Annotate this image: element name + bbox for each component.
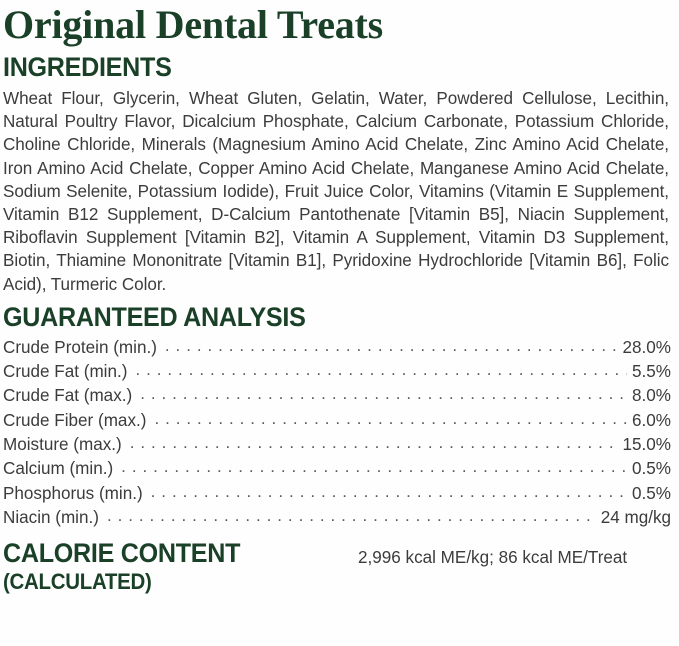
analysis-label: Crude Fat (min.) — [3, 362, 128, 382]
analysis-value: 28.0% — [622, 337, 671, 357]
dot-leader — [107, 508, 596, 523]
calorie-content-heading-line2: (CALCULATED) — [3, 569, 152, 595]
dot-leader — [130, 435, 618, 450]
analysis-row: Niacin (min.) 24 mg/kg — [3, 506, 671, 530]
ingredients-text: Wheat Flour, Glycerin, Wheat Gluten, Gel… — [3, 89, 669, 294]
dot-leader — [121, 459, 627, 474]
dot-leader — [151, 484, 627, 499]
analysis-label: Moisture (max.) — [3, 435, 122, 455]
analysis-row: Moisture (max.) 15.0% — [3, 433, 671, 457]
analysis-row: Calcium (min.) 0.5% — [3, 457, 671, 481]
guaranteed-analysis-table: Crude Protein (min.) 28.0% Crude Fat (mi… — [3, 332, 671, 530]
analysis-label: Phosphorus (min.) — [3, 483, 143, 503]
analysis-value: 0.5% — [632, 483, 671, 503]
analysis-value: 5.5% — [632, 362, 671, 382]
calorie-content-block: CALORIE CONTENT (CALCULATED) 2,996 kcal … — [3, 530, 671, 595]
analysis-label: Calcium (min.) — [3, 459, 114, 479]
analysis-value: 24 mg/kg — [600, 507, 671, 527]
calorie-content-heading-line1: CALORIE CONTENT — [3, 538, 241, 569]
analysis-label: Crude Protein (min.) — [3, 337, 157, 357]
calorie-content-value: 2,996 kcal ME/kg; 86 kcal ME/Treat — [358, 548, 628, 568]
dot-leader — [165, 338, 618, 353]
analysis-value: 6.0% — [632, 410, 671, 430]
analysis-row: Phosphorus (min.) 0.5% — [3, 482, 671, 506]
dot-leader — [154, 411, 627, 426]
analysis-value: 0.5% — [632, 459, 671, 479]
guaranteed-analysis-heading: GUARANTEED ANALYSIS — [3, 301, 306, 332]
dot-leader — [135, 362, 627, 377]
ingredients-heading: INGREDIENTS — [3, 52, 172, 82]
analysis-row: Crude Protein (min.) 28.0% — [3, 336, 671, 360]
dot-leader — [140, 386, 627, 401]
analysis-label: Crude Fiber (max.) — [3, 410, 147, 430]
analysis-row: Crude Fiber (max.) 6.0% — [3, 409, 671, 433]
calorie-content-heading: CALORIE CONTENT (CALCULATED) — [3, 539, 671, 595]
analysis-row: Crude Fat (max.) 8.0% — [3, 384, 671, 408]
analysis-label: Crude Fat (max.) — [3, 386, 133, 406]
analysis-value: 8.0% — [632, 386, 671, 406]
analysis-row: Crude Fat (min.) 5.5% — [3, 360, 671, 384]
page-title: Original Dental Treats — [3, 2, 384, 47]
analysis-label: Niacin (min.) — [3, 507, 99, 527]
analysis-value: 15.0% — [622, 435, 671, 455]
